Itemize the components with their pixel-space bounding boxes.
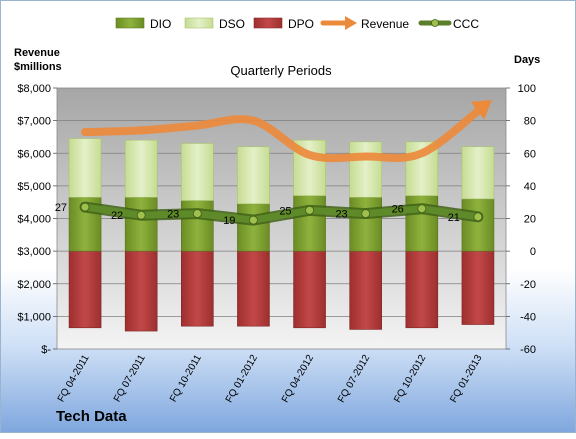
left-tick-label: $4,000: [17, 214, 51, 226]
bars-layer: [68, 138, 495, 332]
legend-label-ccc: CCC: [453, 17, 479, 31]
left-tick-label: $3,000: [17, 246, 51, 258]
bar-dpo: [293, 250, 326, 329]
bar-dso: [68, 138, 102, 198]
right-tick-label: -60: [520, 344, 536, 356]
ccc-data-label: 27: [55, 202, 67, 214]
legend-label-dso: DSO: [219, 17, 245, 31]
right-tick-label: 0: [530, 246, 536, 258]
left-tick-label: $6,000: [17, 148, 51, 160]
left-axis-label-line1: Revenue: [14, 47, 60, 59]
legend-arrowhead-revenue: [345, 16, 357, 30]
bar-dpo: [237, 250, 270, 327]
legend-label-dio: DIO: [150, 17, 171, 31]
right-tick-label: 40: [524, 181, 536, 193]
left-axis-label-line2: $millions: [14, 61, 62, 73]
bar-dso: [181, 143, 214, 201]
company-name: Tech Data: [56, 408, 127, 425]
left-tick-label: $2,000: [17, 279, 51, 291]
legend: DIO DSO DPO Revenue CCC: [115, 16, 479, 31]
revenue-line: [81, 101, 488, 163]
ccc-point: [305, 205, 314, 215]
ccc-data-label: 23: [167, 209, 179, 221]
ccc-line: [81, 203, 482, 224]
bar-dio: [237, 203, 270, 252]
bar-dio: [349, 196, 382, 252]
legend-swatch-dio: [115, 17, 145, 29]
bar-dpo: [181, 250, 214, 327]
bar-dso: [124, 139, 158, 198]
ccc-point: [192, 209, 202, 219]
left-tick-label: $1,000: [17, 311, 51, 323]
bar-dpo: [461, 250, 495, 325]
right-axis-label: Days: [514, 54, 540, 66]
x-tick-label: FQ 01-2013: [448, 353, 484, 405]
x-tick-label: FQ 04-2011: [56, 353, 92, 404]
bar-dio: [461, 198, 495, 252]
bar-dpo: [68, 250, 102, 329]
bar-dso: [461, 146, 495, 200]
ccc-data-label: 21: [448, 212, 460, 224]
ccc-data-label: 26: [392, 204, 404, 216]
x-tick-label: FQ 10-2011: [168, 353, 204, 404]
ccc-point: [136, 210, 146, 220]
bar-dpo: [405, 250, 439, 329]
ccc-point: [80, 202, 90, 212]
left-tick-label: $8,000: [17, 83, 51, 95]
chart-title: Quarterly Periods: [230, 63, 332, 78]
ccc-data-label: 22: [111, 210, 123, 222]
ccc-point: [417, 204, 427, 214]
bar-dso: [237, 146, 270, 205]
left-tick-label: $7,000: [17, 116, 51, 128]
x-tick-label: FQ 07-2012: [336, 353, 372, 405]
revenue-layer: [81, 99, 492, 163]
legend-marker-ccc: [431, 19, 439, 27]
ccc-point: [473, 212, 483, 222]
x-tick-label: FQ 01-2012: [224, 353, 260, 405]
ccc-data-label: 19: [223, 215, 235, 227]
left-axis-ticks: $- $1,000 $2,000 $3,000 $4,000 $5,000 $6,000 $7…: [17, 83, 57, 356]
right-tick-label: -20: [520, 279, 536, 291]
bar-dpo: [124, 250, 158, 332]
x-axis-ticks: FQ 04-2011 FQ 07-2011 FQ 10-2011 FQ 01-2012…: [56, 353, 485, 405]
right-tick-label: 80: [524, 116, 536, 128]
ccc-point: [249, 215, 258, 225]
x-tick-label: FQ 04-2012: [280, 353, 316, 405]
right-axis-ticks: -60 -40 -20 0 20 40 60 80 100: [506, 83, 536, 356]
ccc-point: [361, 209, 371, 219]
legend-label-dpo: DPO: [288, 17, 314, 31]
legend-swatch-dpo: [253, 17, 283, 29]
right-tick-label: 20: [524, 214, 536, 226]
right-tick-label: -40: [520, 311, 536, 323]
ccc-layer: 27 22 23 19 25 23 26 21: [55, 201, 484, 227]
legend-swatch-dso: [184, 17, 214, 29]
right-tick-label: 100: [518, 83, 536, 95]
left-tick-label: $5,000: [17, 181, 51, 193]
ccc-data-label: 23: [335, 209, 347, 221]
right-tick-label: 60: [524, 148, 536, 160]
x-tick-label: FQ 10-2012: [392, 353, 428, 405]
bar-dio: [124, 196, 158, 252]
bar-dso: [349, 141, 382, 198]
legend-label-revenue: Revenue: [361, 17, 409, 31]
ccc-data-label: 25: [279, 205, 291, 217]
revenue-arrowhead: [470, 99, 492, 120]
left-tick-label: $-: [41, 344, 51, 356]
bar-dpo: [349, 250, 382, 330]
x-tick-label: FQ 07-2011: [112, 353, 148, 404]
bar-dio: [293, 195, 326, 252]
